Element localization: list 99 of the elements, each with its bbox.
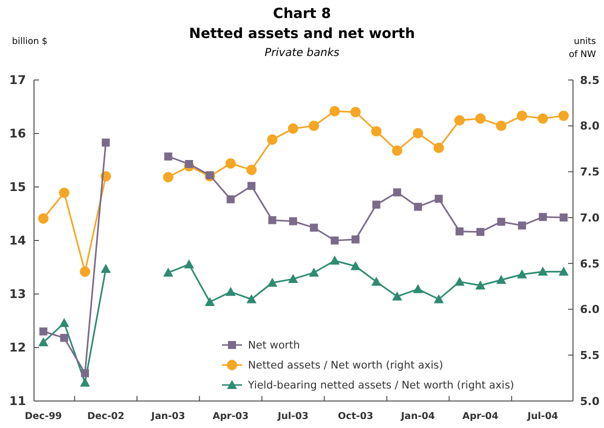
point <box>100 264 111 273</box>
x-tick-label: Oct-03 <box>338 411 374 422</box>
y-tick-label: 13 <box>9 287 26 302</box>
point <box>164 152 172 161</box>
point <box>516 110 528 121</box>
x-tick-label: Dec-99 <box>24 411 62 422</box>
point <box>454 276 465 286</box>
point <box>267 134 278 145</box>
point <box>476 228 484 236</box>
point <box>434 294 444 304</box>
legend-label: Netted assets / Net worth (right axis) <box>248 360 444 372</box>
point <box>454 115 465 126</box>
legend-label: Yield-bearing netted assets / Net worth (right axis) <box>247 380 514 392</box>
y-tick-label: 12 <box>9 340 26 355</box>
y2-tick-label: 6.0 <box>580 303 600 316</box>
point <box>247 182 256 190</box>
point <box>330 106 340 116</box>
point <box>58 188 70 198</box>
text: 8.5 <box>580 74 600 87</box>
point <box>434 194 443 203</box>
x-tick-label: Jul-04 <box>526 411 559 422</box>
point <box>350 261 361 270</box>
text: 7.5 <box>580 166 600 179</box>
x-tick-label: Jul-03 <box>276 411 308 422</box>
point <box>80 369 89 378</box>
x-tick-label: Dec-02 <box>87 411 124 422</box>
y2-tick-label: 5.0 <box>580 394 600 408</box>
point <box>246 164 257 176</box>
point <box>204 296 215 306</box>
point <box>330 236 339 244</box>
point <box>308 120 320 132</box>
chart-subtitle: Private banks <box>264 46 340 59</box>
point <box>225 158 236 169</box>
point <box>434 142 444 154</box>
point <box>80 378 90 387</box>
point <box>496 274 506 284</box>
point <box>184 259 194 268</box>
y-tick-label: 17 <box>9 73 26 88</box>
point <box>393 188 402 196</box>
point <box>163 172 174 182</box>
point <box>371 276 382 286</box>
chart-title: Chart 8 Netted assets and net worth <box>189 6 415 42</box>
point <box>392 145 402 156</box>
point <box>456 227 464 236</box>
point <box>538 212 547 221</box>
point <box>308 268 319 277</box>
point <box>372 200 380 209</box>
text: 5.5 <box>580 348 600 362</box>
y2-axis-title: units of NW <box>568 37 596 60</box>
point <box>310 224 318 232</box>
x-tick-label: Apr-04 <box>462 411 499 422</box>
point <box>496 120 506 132</box>
point <box>267 278 278 287</box>
x-tick-label: Jan-03 <box>150 411 186 422</box>
point <box>185 160 194 168</box>
y-tick-label: 16 <box>9 126 26 141</box>
point <box>475 113 486 124</box>
point <box>518 222 526 230</box>
point <box>497 218 506 226</box>
point <box>163 268 174 277</box>
point <box>392 291 402 300</box>
point <box>102 138 110 147</box>
point <box>517 269 528 278</box>
point <box>558 110 569 121</box>
y2-tick-label: 7.0 <box>580 211 600 224</box>
point <box>288 274 298 284</box>
point <box>80 266 90 277</box>
point <box>288 123 298 134</box>
point <box>538 113 548 124</box>
y-axis-title: billion $ <box>12 37 48 47</box>
point <box>38 337 48 346</box>
point <box>558 266 569 276</box>
point <box>60 334 68 342</box>
point <box>226 195 235 204</box>
point <box>59 318 70 328</box>
point <box>38 213 49 224</box>
text: 6.5 <box>580 257 600 270</box>
point <box>330 256 340 265</box>
point <box>371 126 382 137</box>
point <box>246 294 256 304</box>
point <box>475 280 486 290</box>
point <box>350 106 361 118</box>
y-tick-label: 14 <box>9 234 26 248</box>
x-tick-label: Jan-04 <box>400 411 436 422</box>
point <box>412 128 424 138</box>
point <box>226 286 236 296</box>
point <box>414 202 422 211</box>
point <box>560 213 568 222</box>
point <box>39 327 48 336</box>
point <box>268 216 276 224</box>
point <box>538 266 548 276</box>
point <box>352 235 360 244</box>
x-tick-label: Apr-03 <box>212 411 249 422</box>
y-tick-label: 11 <box>9 394 26 408</box>
point <box>412 284 423 294</box>
y-tick-label: 15 <box>9 180 26 194</box>
point <box>289 217 298 226</box>
legend-label: Net worth <box>248 340 300 352</box>
y2-tick-label: 8.0 <box>580 120 600 133</box>
